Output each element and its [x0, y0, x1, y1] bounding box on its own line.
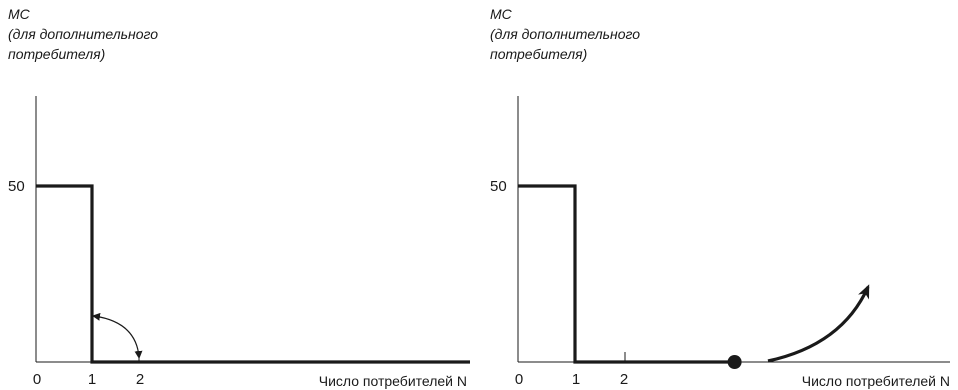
x-tick-label: 1 [572, 371, 580, 388]
y-tick-label: 50 [490, 178, 507, 195]
rising-curve-arrow [767, 284, 870, 363]
mc-series-line [36, 184, 470, 364]
y-axis-label-line: потребителя) [490, 46, 588, 62]
y-axis-label: MC (для дополнительного потребителя) [490, 4, 640, 64]
y-axis-label: MC (для дополнительного потребителя) [8, 4, 158, 64]
y-axis-label-line: (для дополнительного [8, 26, 159, 42]
chart-panel-right: MC (для дополнительного потребителя) 50 … [482, 0, 952, 390]
x-axis-label: Число потребителей N [802, 373, 950, 389]
x-axis-label: Число потребителей N [319, 373, 467, 389]
y-axis-label-line: MC [8, 6, 30, 22]
curved-arrow-annotation [92, 312, 143, 359]
y-axis-label-line: (для дополнительного [490, 26, 641, 42]
y-axis-label-line: потребителя) [8, 46, 106, 62]
y-axis-label-line: MC [490, 6, 512, 22]
x-tick-label: 0 [515, 371, 523, 388]
chart-svg-left: 50 0 1 2 Число потребителей N [8, 96, 470, 389]
chart-panel-left: MC (для дополнительного потребителя) 50 … [0, 0, 470, 390]
y-tick-label: 50 [8, 178, 25, 195]
chart-svg-right: 50 0 1 2 Число потребителей N [490, 96, 950, 389]
x-tick-label: 2 [136, 371, 144, 388]
highlight-point [727, 355, 742, 369]
x-tick-label: 2 [620, 371, 628, 388]
mc-series-line [518, 184, 735, 364]
x-tick-label: 0 [33, 371, 41, 388]
x-tick-label: 1 [88, 371, 96, 388]
